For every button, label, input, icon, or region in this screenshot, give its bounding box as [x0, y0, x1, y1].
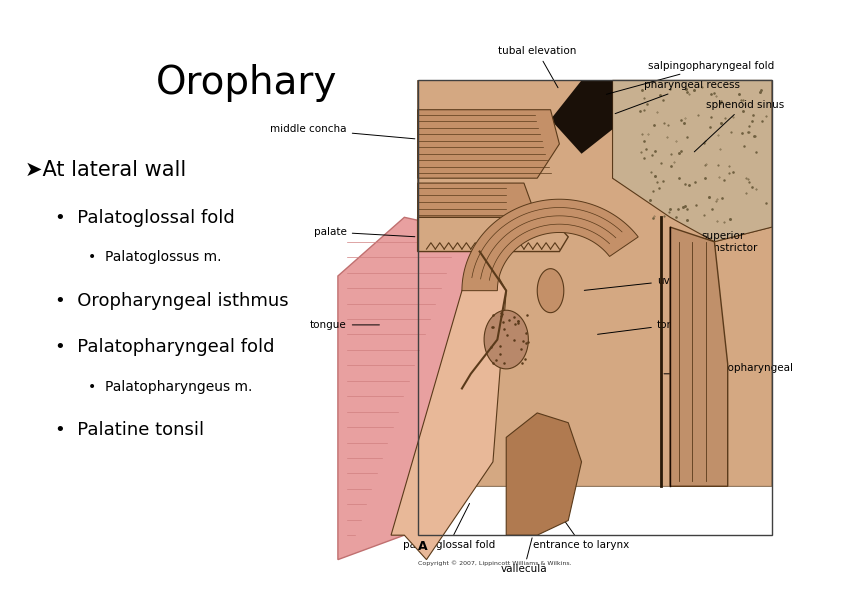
Text: A: A	[418, 540, 427, 553]
Text: tonsil: tonsil	[598, 320, 685, 334]
Text: palatopharyngeal
fold: palatopharyngeal fold	[664, 363, 793, 384]
Text: •  Palatine tonsil: • Palatine tonsil	[55, 421, 204, 439]
Polygon shape	[484, 311, 529, 369]
Text: •  Palatoglossal fold: • Palatoglossal fold	[55, 209, 234, 226]
Text: ➤At lateral wall: ➤At lateral wall	[25, 160, 187, 180]
Polygon shape	[338, 70, 781, 560]
Text: superior
constrictor: superior constrictor	[677, 231, 758, 265]
Text: Copyright © 2007, Lippincott Williams & Wilkins.: Copyright © 2007, Lippincott Williams & …	[418, 560, 571, 566]
Text: •  Palatopharyngeus m.: • Palatopharyngeus m.	[88, 380, 253, 395]
Polygon shape	[612, 80, 772, 242]
Polygon shape	[506, 413, 582, 535]
Polygon shape	[418, 80, 772, 486]
Text: palate: palate	[314, 227, 415, 237]
Text: vallecula: vallecula	[501, 538, 547, 575]
Text: Oropharynx: Oropharynx	[156, 64, 385, 103]
Polygon shape	[338, 218, 480, 560]
Text: palatoglossal fold: palatoglossal fold	[402, 504, 495, 550]
Polygon shape	[670, 227, 727, 486]
Text: •  Palatoglossus m.: • Palatoglossus m.	[88, 250, 222, 265]
Text: salpingopharyngeal fold: salpingopharyngeal fold	[606, 61, 775, 94]
Polygon shape	[551, 80, 612, 154]
Polygon shape	[418, 110, 559, 178]
Polygon shape	[462, 199, 638, 291]
Text: sphenoid sinus: sphenoid sinus	[695, 100, 784, 152]
Text: •  Oropharyngeal isthmus: • Oropharyngeal isthmus	[55, 292, 288, 310]
Text: pharyngeal recess: pharyngeal recess	[616, 80, 739, 114]
Text: tongue: tongue	[310, 320, 380, 330]
Polygon shape	[391, 252, 506, 560]
Text: entrance to larynx: entrance to larynx	[533, 503, 630, 550]
Text: middle concha: middle concha	[270, 125, 415, 139]
Polygon shape	[537, 269, 564, 313]
Polygon shape	[418, 218, 568, 252]
Text: •  Palatopharyngeal fold: • Palatopharyngeal fold	[55, 338, 274, 356]
Polygon shape	[418, 183, 533, 227]
Text: tubal elevation: tubal elevation	[498, 46, 577, 88]
Text: uvula: uvula	[584, 276, 685, 290]
